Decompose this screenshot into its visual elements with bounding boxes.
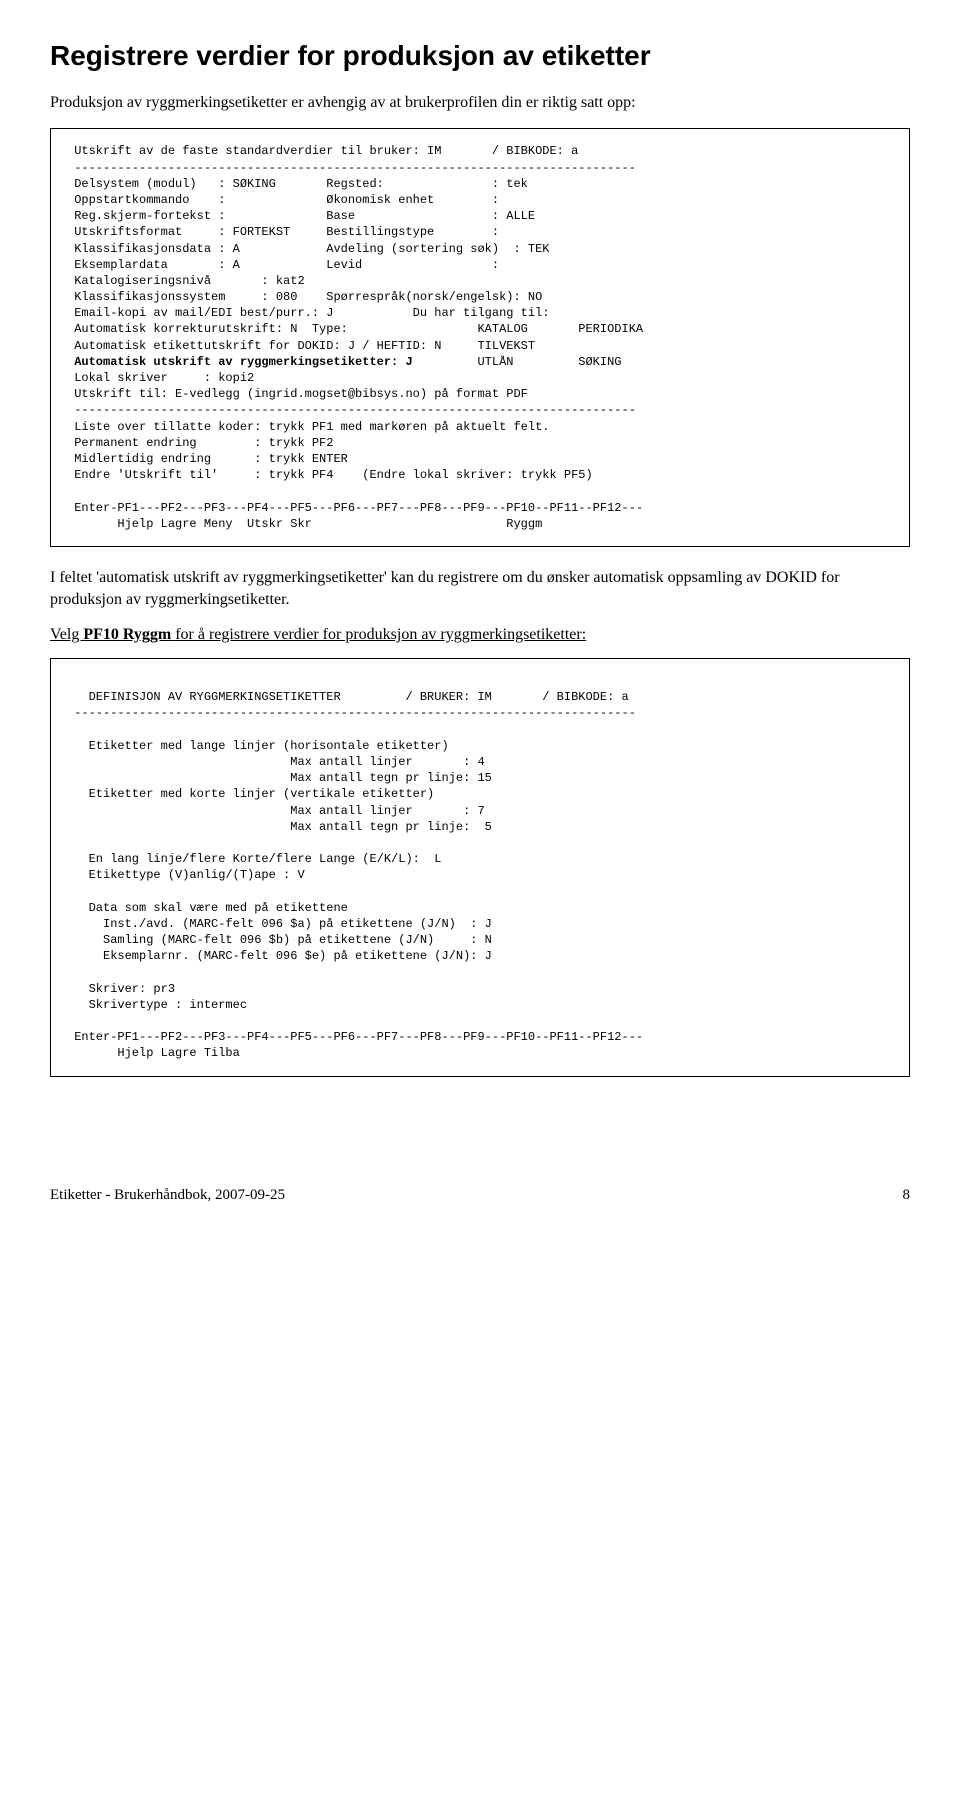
page-footer: Etiketter - Brukerhåndbok, 2007-09-25 8 xyxy=(50,1187,910,1204)
mid2-c: for å registrere verdier for produksjon … xyxy=(171,626,586,643)
t1-l13: Automatisk etikettutskrift for DOKID: J … xyxy=(67,339,535,353)
t2-l09: Max antall tegn pr linje: 5 xyxy=(67,820,492,834)
t1-l14a: Automatisk utskrift av ryggmerkingsetike… xyxy=(67,355,413,369)
t2-l12: Etikettype (V)anlig/(T)ape : V xyxy=(67,868,305,882)
mid2-b: PF10 Ryggm xyxy=(83,626,171,643)
t2-l11: En lang linje/flere Korte/flere Lange (E… xyxy=(67,852,441,866)
t1-l09: Katalogiseringsnivå : kat2 xyxy=(67,274,305,288)
t1-l07: Klassifikasjonsdata : A Avdeling (sorter… xyxy=(67,242,549,256)
t1-l11: Email-kopi av mail/EDI best/purr.: J Du … xyxy=(67,306,549,320)
t2-l14: Data som skal være med på etikettene xyxy=(67,901,348,915)
t1-l05: Reg.skjerm-fortekst : Base : ALLE xyxy=(67,209,535,223)
t1-l10: Klassifikasjonssystem : 080 Spørrespråk(… xyxy=(67,290,542,304)
t1-l04: Oppstartkommando : Økonomisk enhet : xyxy=(67,193,499,207)
t2-l06: Max antall tegn pr linje: 15 xyxy=(67,771,492,785)
mid2-a: Velg xyxy=(50,626,83,643)
t1-l15: Lokal skriver : kopi2 xyxy=(67,371,254,385)
t2-l02: ----------------------------------------… xyxy=(67,706,636,720)
t1-l21: Endre 'Utskrift til' : trykk PF4 (Endre … xyxy=(67,468,593,482)
t1-l24: Hjelp Lagre Meny Utskr Skr Ryggm xyxy=(67,517,542,531)
terminal-block-1: Utskrift av de faste standardverdier til… xyxy=(50,128,910,547)
t1-l16: Utskrift til: E-vedlegg (ingrid.mogset@b… xyxy=(67,387,528,401)
t2-l16: Samling (MARC-felt 096 $b) på etikettene… xyxy=(67,933,492,947)
t1-l12: Automatisk korrekturutskrift: N Type: KA… xyxy=(67,322,643,336)
t1-l20: Midlertidig endring : trykk ENTER xyxy=(67,452,348,466)
t1-l18: Liste over tillatte koder: trykk PF1 med… xyxy=(67,420,549,434)
footer-page-number: 8 xyxy=(903,1187,911,1204)
t1-l08: Eksemplardata : A Levid : xyxy=(67,258,499,272)
t1-l19: Permanent endring : trykk PF2 xyxy=(67,436,333,450)
terminal-block-2: DEFINISJON AV RYGGMERKINGSETIKETTER / BR… xyxy=(50,658,910,1077)
t2-l22: Enter-PF1---PF2---PF3---PF4---PF5---PF6-… xyxy=(67,1030,643,1044)
t1-l02: ----------------------------------------… xyxy=(67,161,636,175)
t1-l01: Utskrift av de faste standardverdier til… xyxy=(67,144,578,158)
t1-l23: Enter-PF1---PF2---PF3---PF4---PF5---PF6-… xyxy=(67,501,643,515)
footer-left: Etiketter - Brukerhåndbok, 2007-09-25 xyxy=(50,1187,285,1204)
page-heading: Registrere verdier for produksjon av eti… xyxy=(50,40,910,72)
t2-l20: Skrivertype : intermec xyxy=(67,998,247,1012)
t2-l17: Eksemplarnr. (MARC-felt 096 $e) på etike… xyxy=(67,949,492,963)
t2-l05: Max antall linjer : 4 xyxy=(67,755,485,769)
t1-l14b: UTLÅN SØKING xyxy=(413,355,622,369)
t2-l19: Skriver: pr3 xyxy=(67,982,175,996)
t1-l03: Delsystem (modul) : SØKING Regsted: : te… xyxy=(67,177,528,191)
t2-l23: Hjelp Lagre Tilba xyxy=(67,1046,240,1060)
intro-paragraph: Produksjon av ryggmerkingsetiketter er a… xyxy=(50,92,910,114)
t2-l04: Etiketter med lange linjer (horisontale … xyxy=(67,739,449,753)
t2-l01: DEFINISJON AV RYGGMERKINGSETIKETTER / BR… xyxy=(67,690,629,704)
t2-l08: Max antall linjer : 7 xyxy=(67,804,485,818)
t1-l17: ----------------------------------------… xyxy=(67,403,636,417)
mid-paragraph-1: I feltet 'automatisk utskrift av ryggmer… xyxy=(50,567,910,612)
t1-l06: Utskriftsformat : FORTEKST Bestillingsty… xyxy=(67,225,499,239)
t2-l15: Inst./avd. (MARC-felt 096 $a) på etikett… xyxy=(67,917,492,931)
mid-paragraph-2: Velg PF10 Ryggm for å registrere verdier… xyxy=(50,624,910,646)
t2-l07: Etiketter med korte linjer (vertikale et… xyxy=(67,787,434,801)
